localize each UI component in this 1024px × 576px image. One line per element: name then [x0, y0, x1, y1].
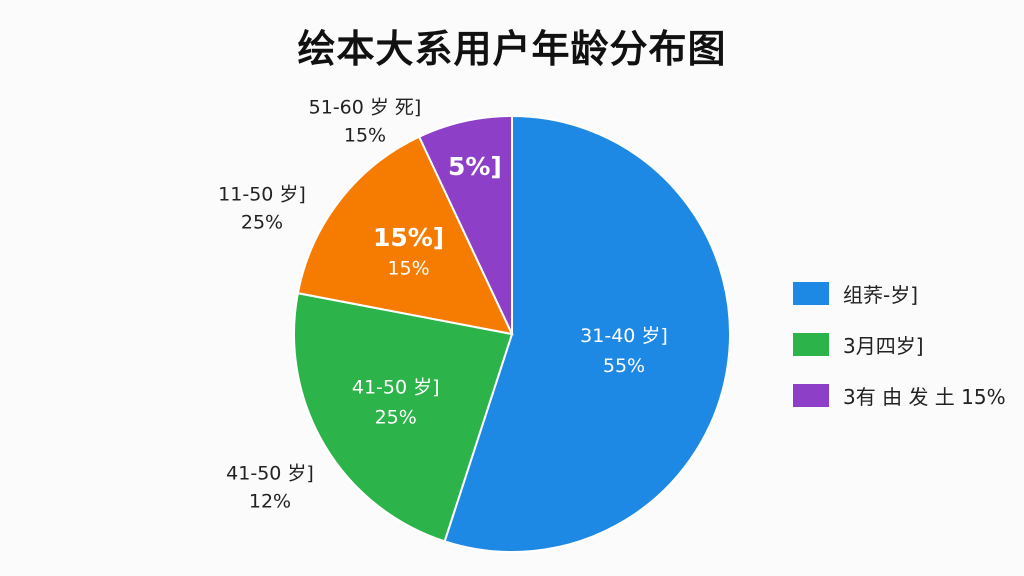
legend-swatch [793, 333, 829, 356]
legend-swatch [793, 282, 829, 305]
external-label: 51-60 岁 死] [309, 97, 422, 119]
pie-slice [417, 114, 513, 335]
pie-slice [443, 114, 731, 553]
legend-label: 3有 由 发 土 15% [843, 385, 1006, 409]
slice-data-label: 15%] [373, 223, 444, 252]
external-label: 11-50 岁] [218, 184, 306, 206]
legend-label: 3月四岁] [843, 334, 924, 358]
legend-item: 3月四岁] [793, 319, 1006, 370]
pie-slice [293, 291, 514, 543]
legend-swatch [793, 384, 829, 407]
chart-title: 绘本大系用户年龄分布图 [297, 27, 727, 71]
external-label: 25% [241, 212, 283, 234]
external-label: 12% [249, 491, 291, 513]
slice-data-label: 31-40 岁] [580, 325, 668, 347]
legend-label: 组荞-岁] [843, 283, 919, 307]
external-label: 15% [344, 125, 386, 147]
external-label: 41-50 岁] [226, 463, 314, 485]
slice-data-label: 25% [375, 406, 417, 428]
slice-data-label: 41-50 岁] [352, 376, 440, 398]
pie-slice [296, 135, 514, 336]
legend-item: 组荞-岁] [793, 268, 1006, 319]
legend-item: 3有 由 发 土 15% [793, 370, 1006, 421]
slice-data-label: 5%] [448, 152, 502, 181]
slice-data-label: 15% [387, 257, 429, 279]
chart-legend: 组荞-岁] 3月四岁] 3有 由 发 土 15% [793, 268, 1006, 421]
slice-data-label: 55% [603, 355, 645, 377]
